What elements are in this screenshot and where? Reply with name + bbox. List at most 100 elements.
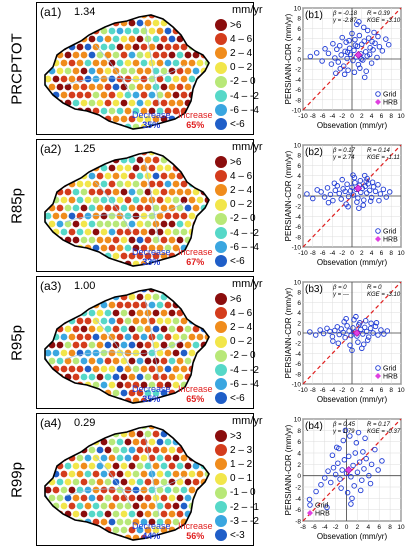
grid-trend-dot (108, 228, 116, 236)
grid-point (347, 342, 353, 348)
grid-trend-dot (100, 196, 108, 204)
grid-point (335, 59, 342, 65)
grid-trend-dot (108, 349, 116, 357)
x-tick-label: -6 (320, 250, 326, 257)
grid-trend-dot (52, 107, 60, 115)
grid-trend-dot (88, 204, 96, 212)
y-tick-label: 0 (297, 473, 301, 480)
grid-point (334, 46, 340, 53)
index-label: R95p (0, 274, 34, 411)
grid-trend-dot (104, 67, 112, 75)
grid-trend-dot (88, 35, 96, 43)
grid-point (365, 35, 372, 41)
grid-trend-dot (68, 196, 76, 204)
y-tick-label: 8 (297, 290, 301, 297)
grid-trend-dot (60, 289, 68, 293)
grid-trend-dot (72, 67, 80, 75)
grid-trend-dot (64, 115, 72, 123)
grid-trend-dot (64, 83, 72, 91)
grid-trend-dot (120, 341, 128, 349)
grid-trend-dot (204, 438, 209, 446)
grid-trend-dot (148, 244, 156, 252)
grid-point (342, 48, 348, 55)
x-tick-label: 2 (360, 250, 364, 257)
legend-label: 4 – 6 (230, 33, 253, 45)
grid-trend-dot (108, 426, 116, 430)
grid-trend-dot (128, 494, 136, 502)
grid-trend-dot (88, 19, 96, 27)
legend-label: 2 – 3 (230, 444, 253, 456)
grid-trend-dot (92, 349, 100, 357)
grid-point (349, 30, 355, 37)
legend-item: <-3 (215, 528, 245, 542)
grid-trend-dot (56, 526, 64, 534)
grid-trend-dot (56, 446, 64, 454)
grid-trend-dot (192, 172, 200, 180)
grid-trend-dot (88, 373, 96, 381)
grid-trend-dot (164, 75, 172, 83)
grid-trend-dot (48, 51, 56, 59)
grid-trend-dot (132, 164, 140, 172)
river-line (64, 64, 186, 86)
grid-point (348, 474, 354, 480)
y-tick-label: -8 (295, 97, 301, 104)
grid-trend-dot (172, 212, 180, 220)
grid-trend-dot (68, 75, 76, 83)
grid-trend-dot (96, 293, 104, 301)
grid-trend-dot (48, 446, 56, 454)
grid-trend-dot (72, 115, 80, 123)
grid-trend-dot (156, 454, 164, 462)
grid-trend-dot (92, 43, 100, 51)
grid-trend-dot (100, 502, 108, 510)
stat-label: β = -0.18 (332, 11, 358, 17)
grid-trend-dot (76, 438, 84, 446)
grid-trend-dot (108, 438, 116, 446)
grid-trend-dot (96, 156, 104, 164)
grid-trend-dot (116, 212, 124, 220)
grid-trend-dot (120, 478, 128, 486)
grid-trend-dot (48, 188, 56, 196)
grid-trend-dot (156, 43, 164, 51)
grid-trend-dot (52, 397, 60, 403)
grid-trend-dot (140, 196, 148, 204)
grid-trend-dot (164, 502, 172, 510)
grid-trend-dot (76, 301, 84, 309)
grid-trend-dot (164, 365, 172, 373)
index-label: PRCPTOT (0, 0, 34, 137)
x-tick-label: 6 (380, 250, 384, 257)
y-tick-label: -8 (295, 371, 301, 378)
grid-trend-dot (164, 212, 172, 220)
legend-swatch (215, 255, 227, 268)
grid-trend-dot (80, 220, 88, 228)
grid-trend-dot (88, 325, 96, 333)
grid-trend-dot (116, 454, 124, 462)
grid-trend-dot (84, 349, 92, 357)
grid-point (369, 38, 375, 45)
grid-trend-dot (112, 172, 120, 180)
grid-trend-dot (52, 244, 60, 252)
grid-trend-dot (48, 462, 56, 470)
y-tick-label: -2 (295, 485, 301, 492)
grid-trend-dot (84, 123, 92, 129)
grid-trend-dot (52, 518, 60, 526)
grid-trend-dot (124, 426, 132, 430)
grid-trend-dot (160, 389, 168, 397)
grid-point (345, 193, 352, 200)
grid-trend-dot (192, 156, 200, 164)
x-tick-label: -10 (298, 113, 308, 120)
grid-trend-dot (140, 365, 148, 373)
grid-trend-dot (204, 228, 209, 236)
grid-trend-dot (128, 510, 136, 518)
grid-trend-dot (76, 91, 84, 99)
grid-trend-dot (48, 373, 56, 381)
grid-trend-dot (200, 35, 208, 43)
grid-trend-dot (164, 454, 172, 462)
legend-item: <-6 (215, 391, 245, 405)
grid-trend-dot (180, 152, 188, 156)
grid-trend-dot (72, 252, 80, 260)
grid-trend-dot (160, 373, 168, 381)
legend-grid-marker (375, 228, 381, 234)
y-tick-label: 8 (297, 153, 301, 160)
grid-trend-dot (104, 357, 112, 365)
grid-trend-dot (80, 357, 88, 365)
